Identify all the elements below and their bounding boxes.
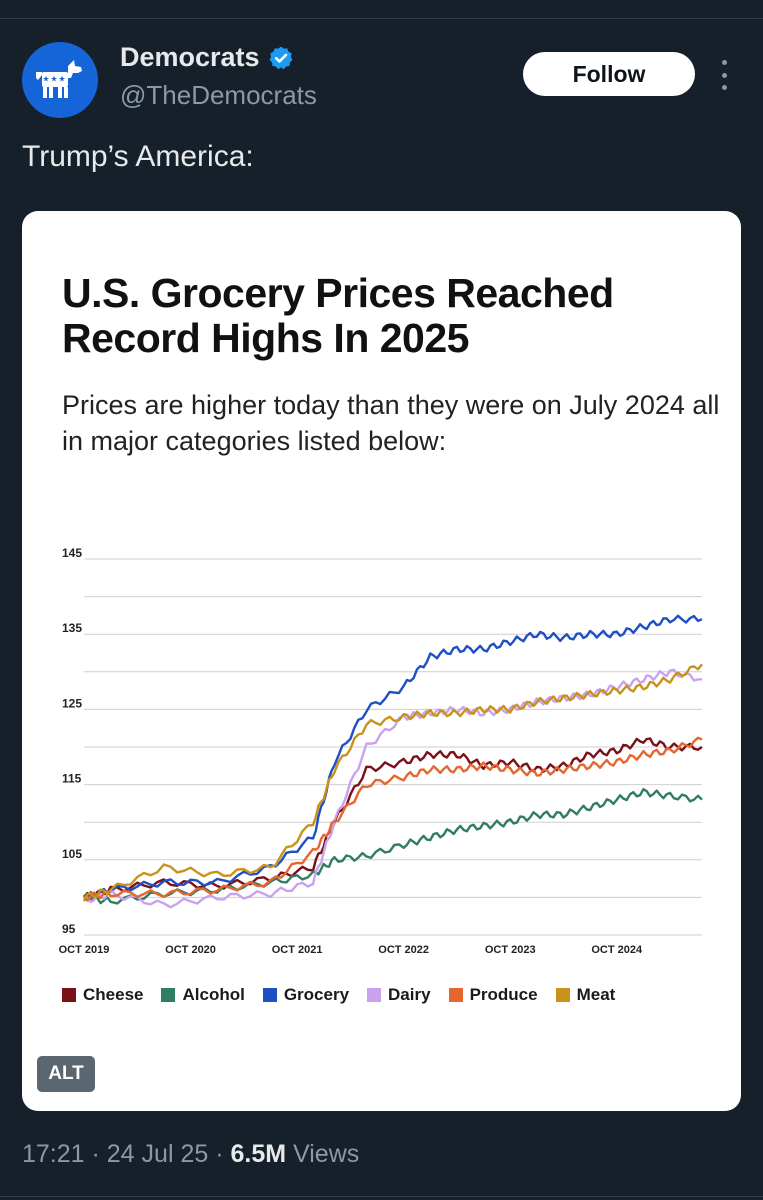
legend-label: Dairy: [388, 985, 431, 1004]
legend-label: Alcohol: [182, 985, 245, 1004]
line-chart: 145 135 125 115 105 95 OCT 2019 OCT 2020 OCT 202…: [59, 546, 703, 956]
tweet-date[interactable]: 24 Jul 25: [106, 1140, 209, 1168]
legend-item-produce: Produce: [448, 985, 538, 1005]
chart-subtitle: Prices are higher today than they were o…: [62, 390, 720, 456]
legend-item-grocery: Grocery: [262, 985, 350, 1005]
account-name[interactable]: Democrats: [120, 42, 260, 72]
chart-title: U.S. Grocery Prices Reached Record Highs…: [62, 270, 614, 361]
avatar[interactable]: [22, 42, 98, 118]
legend-swatch: [161, 988, 176, 1002]
y-tick-label: 145: [62, 546, 82, 560]
views-label: Views: [286, 1140, 360, 1168]
more-options-icon[interactable]: [712, 60, 736, 90]
y-tick-label: 115: [62, 772, 82, 786]
legend-item-dairy: Dairy: [367, 985, 431, 1005]
y-tick-label: 125: [62, 696, 82, 710]
y-tick-label: 105: [62, 847, 82, 861]
series-line-dairy: [83, 668, 703, 909]
x-tick-label: OCT 2020: [165, 944, 216, 956]
alt-badge[interactable]: ALT: [37, 1056, 95, 1092]
legend-swatch: [367, 988, 382, 1002]
x-tick-label: OCT 2024: [591, 944, 643, 956]
legend-label: Produce: [469, 985, 538, 1004]
top-divider: [0, 18, 763, 19]
legend-swatch: [448, 988, 463, 1002]
account-name-row: Democrats: [120, 42, 294, 73]
legend-item-cheese: Cheese: [62, 985, 143, 1005]
tweet-meta: 17:21 · 24 Jul 25 · 6.5M Views: [22, 1140, 359, 1169]
x-tick-label: OCT 2022: [378, 944, 429, 956]
legend-swatch: [555, 988, 570, 1002]
x-tick-label: OCT 2019: [59, 944, 110, 956]
x-tick-label: OCT 2021: [272, 944, 323, 956]
meta-separator: ·: [208, 1140, 231, 1168]
views-count: 6.5M: [230, 1140, 287, 1168]
tweet-text: Trump’s America:: [22, 140, 254, 173]
meta-separator: ·: [84, 1140, 107, 1168]
legend-item-meat: Meat: [555, 985, 616, 1005]
legend-item-alcohol: Alcohol: [161, 985, 245, 1005]
donkey-icon: [36, 60, 82, 98]
series-line-meat: [82, 663, 703, 901]
y-tick-label: 95: [62, 922, 76, 936]
account-handle[interactable]: @TheDemocrats: [120, 80, 317, 110]
legend-label: Meat: [576, 985, 616, 1004]
chart-legend: Cheese Alcohol Grocery Dairy Produce Meat: [62, 985, 615, 1005]
bottom-divider: [0, 1196, 763, 1197]
legend-swatch: [262, 988, 277, 1002]
tweet-time[interactable]: 17:21: [22, 1140, 85, 1168]
verified-badge-icon: [269, 46, 292, 69]
legend-swatch: [62, 988, 76, 1002]
follow-button[interactable]: Follow: [523, 52, 695, 96]
legend-label: Grocery: [283, 985, 350, 1004]
tweet-image[interactable]: U.S. Grocery Prices Reached Record Highs…: [22, 211, 741, 1111]
series-line-grocery: [83, 614, 703, 902]
y-tick-label: 135: [62, 621, 82, 635]
series-line-produce: [83, 736, 703, 902]
x-tick-label: OCT 2023: [485, 944, 536, 956]
legend-label: Cheese: [83, 985, 144, 1004]
